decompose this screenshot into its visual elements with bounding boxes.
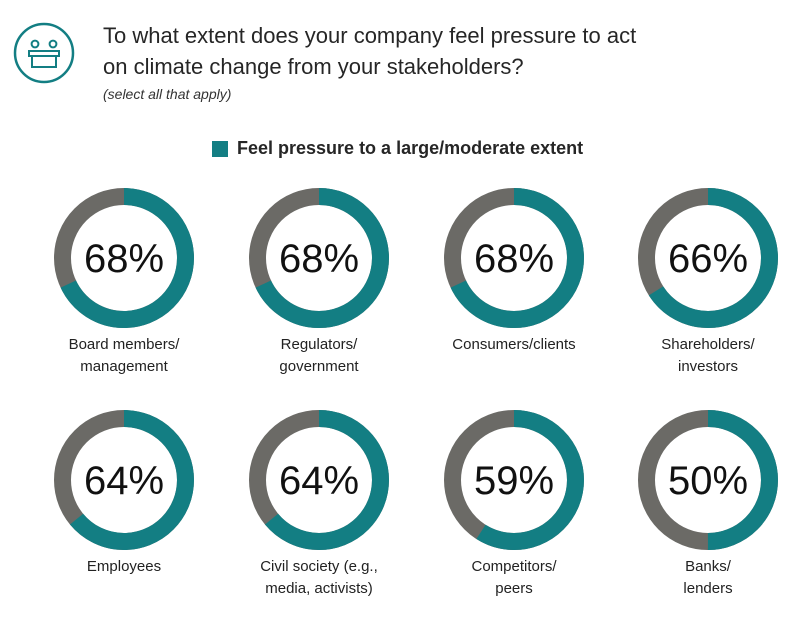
donut-item: 50% Banks/ lenders: [613, 410, 793, 600]
donut-chart: 68%: [54, 188, 194, 328]
donut-chart: 64%: [249, 410, 389, 550]
donut-chart: 64%: [54, 410, 194, 550]
donut-value-label: 64%: [84, 459, 164, 503]
donut-category-label: Employees: [86, 558, 162, 575]
donut-value-arc: [54, 188, 194, 328]
donut-category-label: Consumers/clients: [452, 336, 576, 353]
donut-category-label: Banks/ lenders: [683, 558, 733, 597]
stakeholders-table-icon: [13, 22, 75, 84]
donut-category-label: Board members/ management: [68, 336, 180, 375]
donut-chart: 59%: [444, 410, 584, 550]
donut-chart: 68%: [444, 188, 584, 328]
donut-item: 68% Board members/ management: [29, 188, 219, 378]
donut-value-label: 64%: [279, 459, 359, 503]
donut-chart: 66%: [638, 188, 778, 328]
donut-value-label: 50%: [668, 459, 748, 503]
donut-item: 68% Consumers/clients: [419, 188, 609, 356]
donut-item: 59% Competitors/ peers: [419, 410, 609, 600]
donut-item: 64% Employees: [29, 410, 219, 578]
donut-value-arc: [54, 410, 194, 550]
donut-value-arc: [638, 188, 778, 328]
donut-value-label: 68%: [84, 237, 164, 281]
donut-value-label: 66%: [668, 237, 748, 281]
chart-subtitle: (select all that apply): [103, 86, 232, 102]
donut-item: 68% Regulators/ government: [224, 188, 414, 378]
donut-value-arc: [444, 188, 584, 328]
donut-value-arc: [249, 188, 389, 328]
donut-category-label: Civil society (e.g., media, activists): [260, 558, 378, 597]
donut-value-label: 59%: [474, 459, 554, 503]
donut-category-label: Competitors/ peers: [471, 558, 557, 597]
donut-category-label: Shareholders/ investors: [661, 336, 755, 375]
donut-value-arc: [638, 410, 778, 550]
donut-item: 66% Shareholders/ investors: [613, 188, 793, 378]
donut-chart: 68%: [249, 188, 389, 328]
donut-category-label: Regulators/ government: [279, 336, 359, 375]
legend-label: Feel pressure to a large/moderate extent: [237, 138, 584, 158]
legend-swatch: [212, 140, 228, 157]
chart-title: To what extent does your company feel pr…: [103, 23, 637, 79]
legend: Feel pressure to a large/moderate extent: [212, 138, 583, 159]
donut-value-arc: [249, 410, 389, 550]
donut-chart: 50%: [638, 410, 778, 550]
donut-value-label: 68%: [279, 237, 359, 281]
donut-value-arc: [444, 410, 584, 550]
donut-value-label: 68%: [474, 237, 554, 281]
donut-item: 64% Civil society (e.g., media, activists…: [224, 410, 414, 600]
